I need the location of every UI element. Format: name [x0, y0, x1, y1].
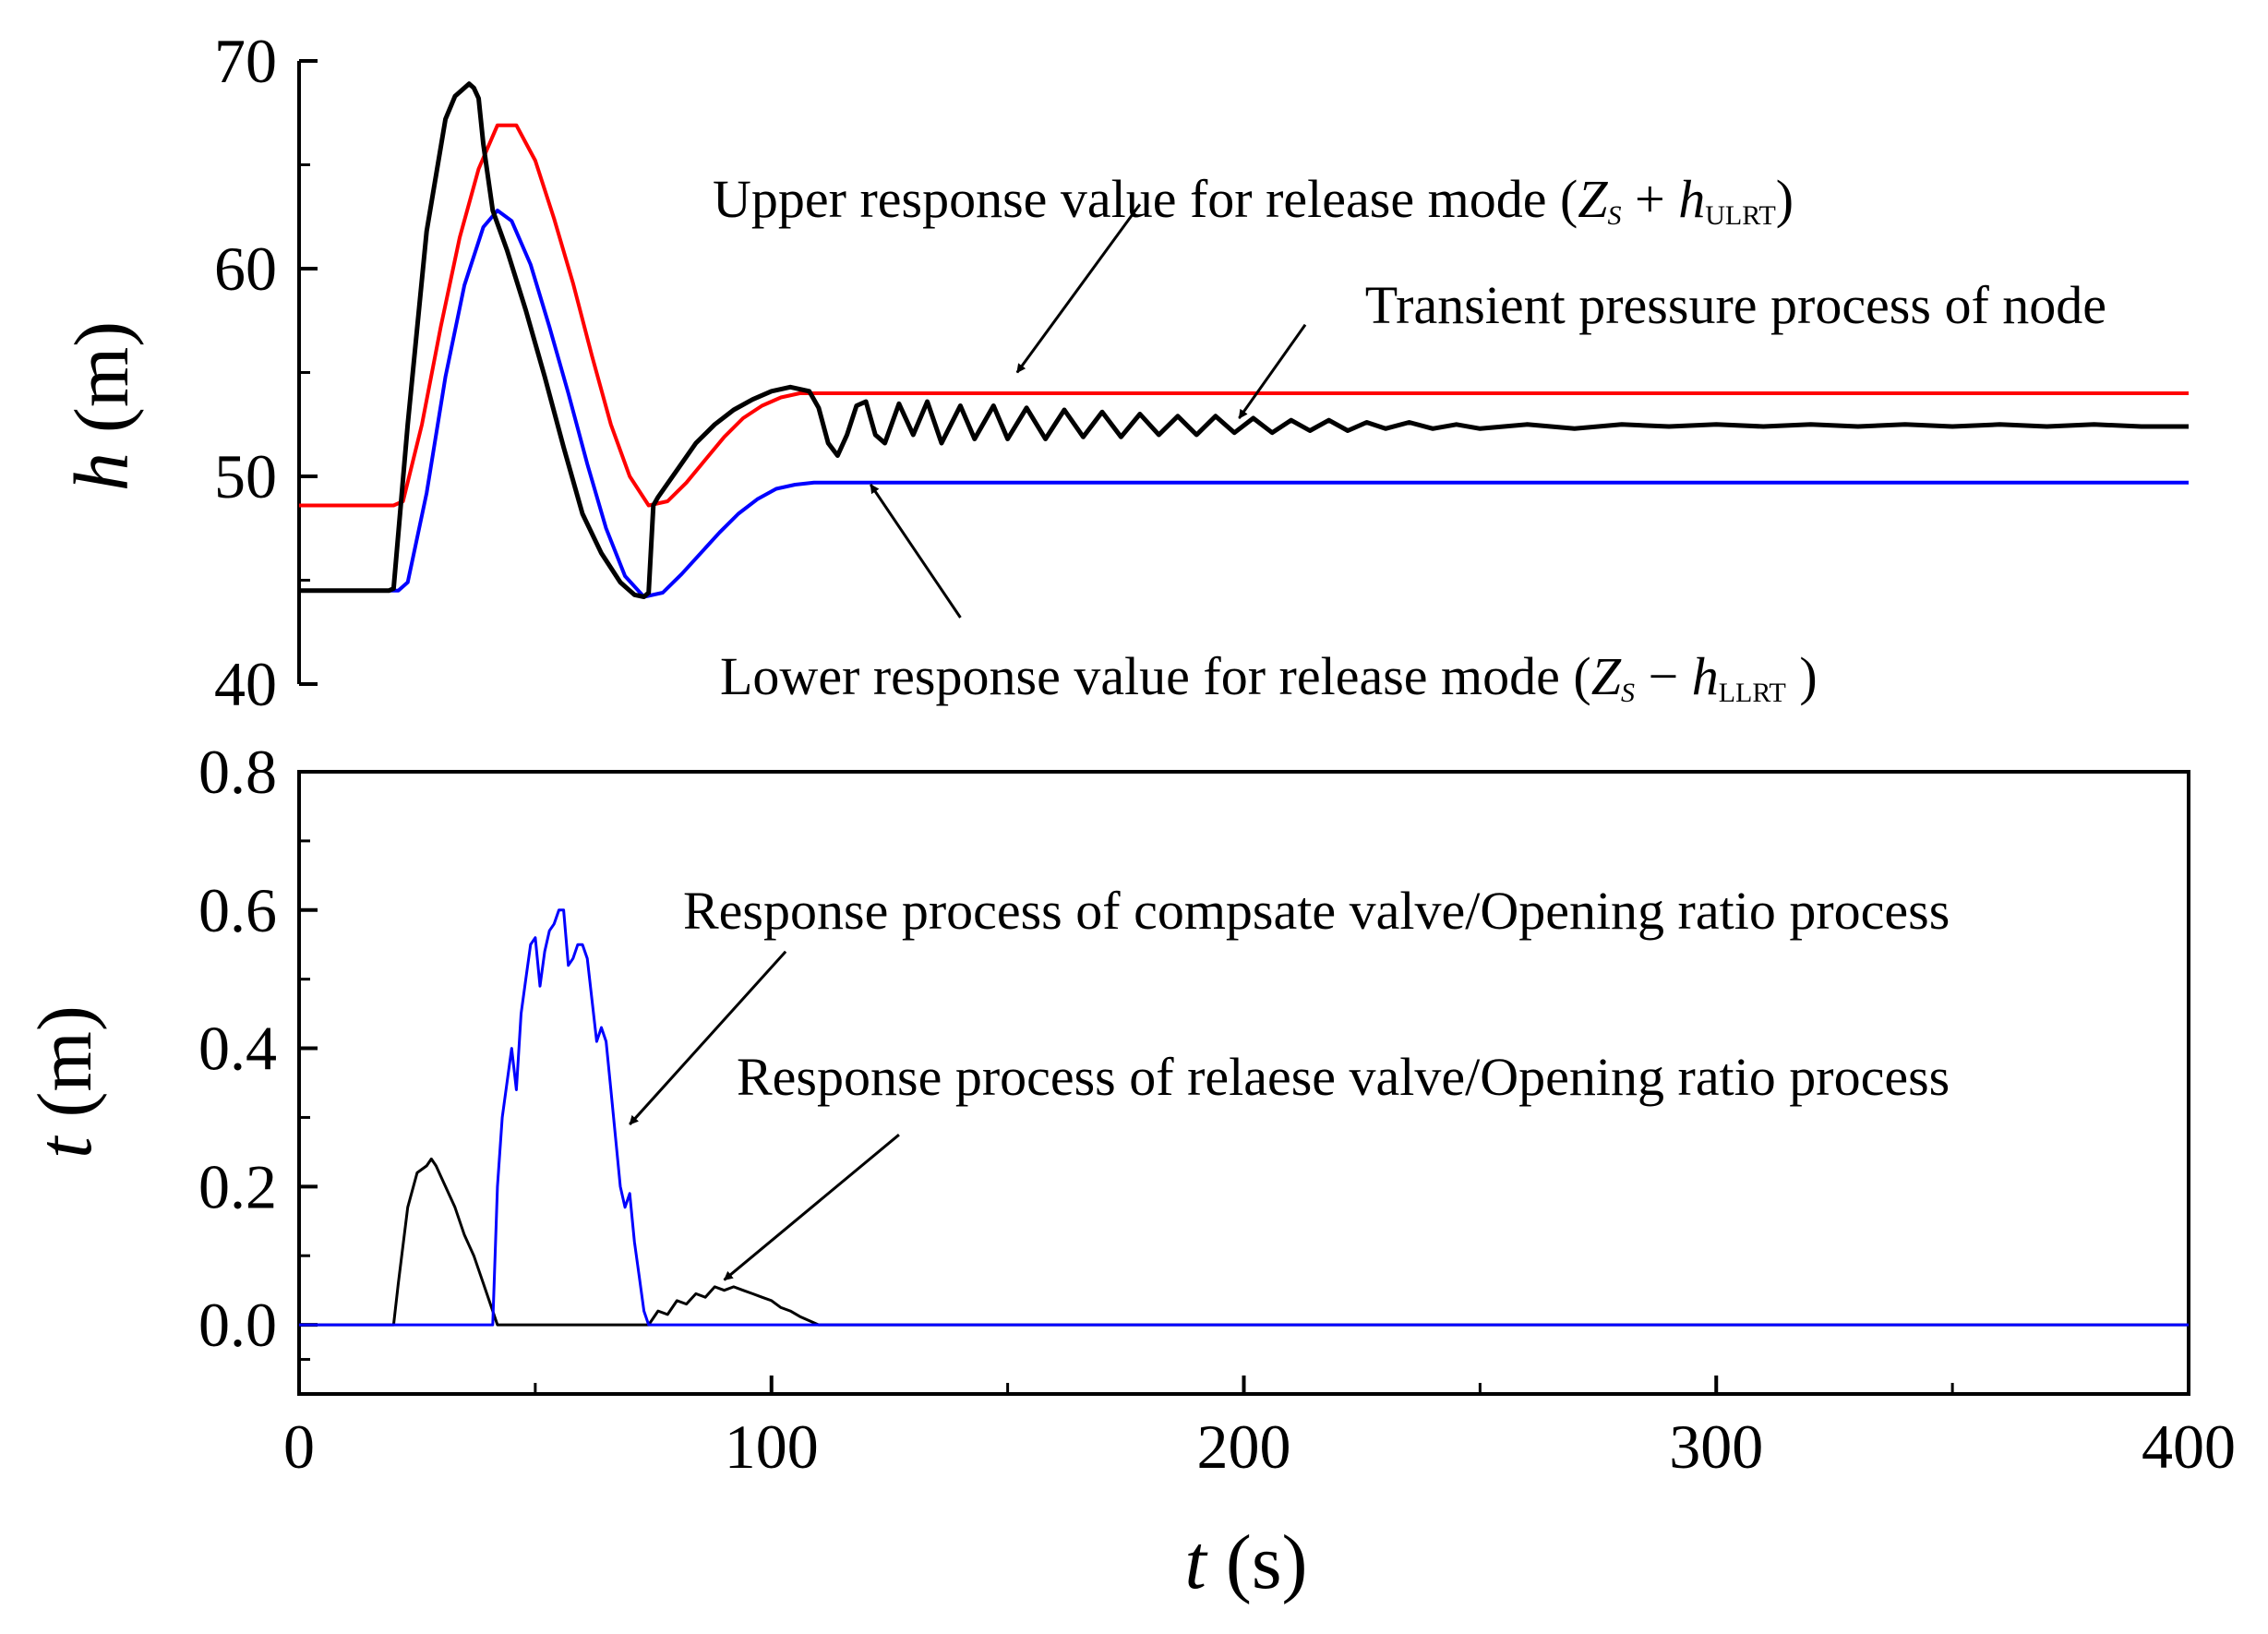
top-series-line-1 — [299, 209, 2189, 599]
x-axis-title: t (s) — [1185, 1520, 1308, 1605]
bottom-annotations: Response process of compsate valve/Openi… — [629, 881, 1950, 1281]
annotation-upper: Upper response value for release mode (Z… — [713, 169, 1794, 231]
bottom-y-tick-label: 0.6 — [198, 875, 277, 945]
annotation-arrow-relaese — [723, 1134, 900, 1281]
top-y-axis-title: h (m) — [59, 321, 145, 491]
bottom-y-ticks: 0.0 0.2 0.4 0.6 0.8 — [198, 737, 318, 1362]
bottom-x-ticks: 0 100 200 300 400 — [283, 1376, 2236, 1482]
top-y-tick-label: 70 — [214, 26, 277, 96]
top-series-group — [299, 81, 2189, 599]
bottom-y-tick-label: 0.0 — [198, 1290, 277, 1360]
annotation-arrow-transient — [1238, 323, 1307, 419]
bottom-series-line-0 — [299, 1157, 2189, 1327]
x-tick-label: 300 — [1669, 1412, 1763, 1482]
x-tick-label: 200 — [1197, 1412, 1291, 1482]
bottom-y-tick-label: 0.8 — [198, 737, 277, 807]
bottom-y-axis-title: t (m) — [22, 1005, 108, 1159]
bottom-series-group — [299, 908, 2189, 1327]
x-tick-label: 100 — [725, 1412, 819, 1482]
annotation-relaese: Response process of relaese valve/Openin… — [737, 1047, 1950, 1107]
top-panel: 40 50 60 70 Upper response value for releas… — [59, 26, 2189, 719]
annotation-arrow-lower — [869, 484, 962, 619]
bottom-panel: 0.0 0.2 0.4 0.6 0.8 0 100 200 300 400 Response p… — [22, 737, 2236, 1605]
top-y-tick-label: 50 — [214, 441, 277, 511]
annotation-compsate: Response process of compsate valve/Openi… — [683, 881, 1950, 941]
bottom-series-line-1 — [299, 908, 2189, 1327]
bottom-y-tick-label: 0.2 — [198, 1151, 277, 1221]
annotation-arrow-compsate — [629, 950, 787, 1125]
x-tick-label: 400 — [2142, 1412, 2236, 1482]
top-y-tick-label: 60 — [214, 234, 277, 304]
x-tick-label: 0 — [283, 1412, 315, 1482]
top-annotations: Upper response value for release mode (Z… — [713, 169, 2106, 708]
bottom-y-tick-label: 0.4 — [198, 1014, 277, 1084]
top-y-ticks: 40 50 60 70 — [214, 26, 318, 719]
annotation-lower: Lower response value for release mode (Z… — [720, 646, 1818, 708]
top-y-tick-label: 40 — [214, 649, 277, 719]
top-series-line-2 — [299, 81, 2189, 599]
top-series-line-0 — [299, 123, 2189, 508]
annotation-arrow-upper — [1015, 203, 1142, 374]
annotation-transient: Transient pressure process of node — [1365, 275, 2106, 335]
